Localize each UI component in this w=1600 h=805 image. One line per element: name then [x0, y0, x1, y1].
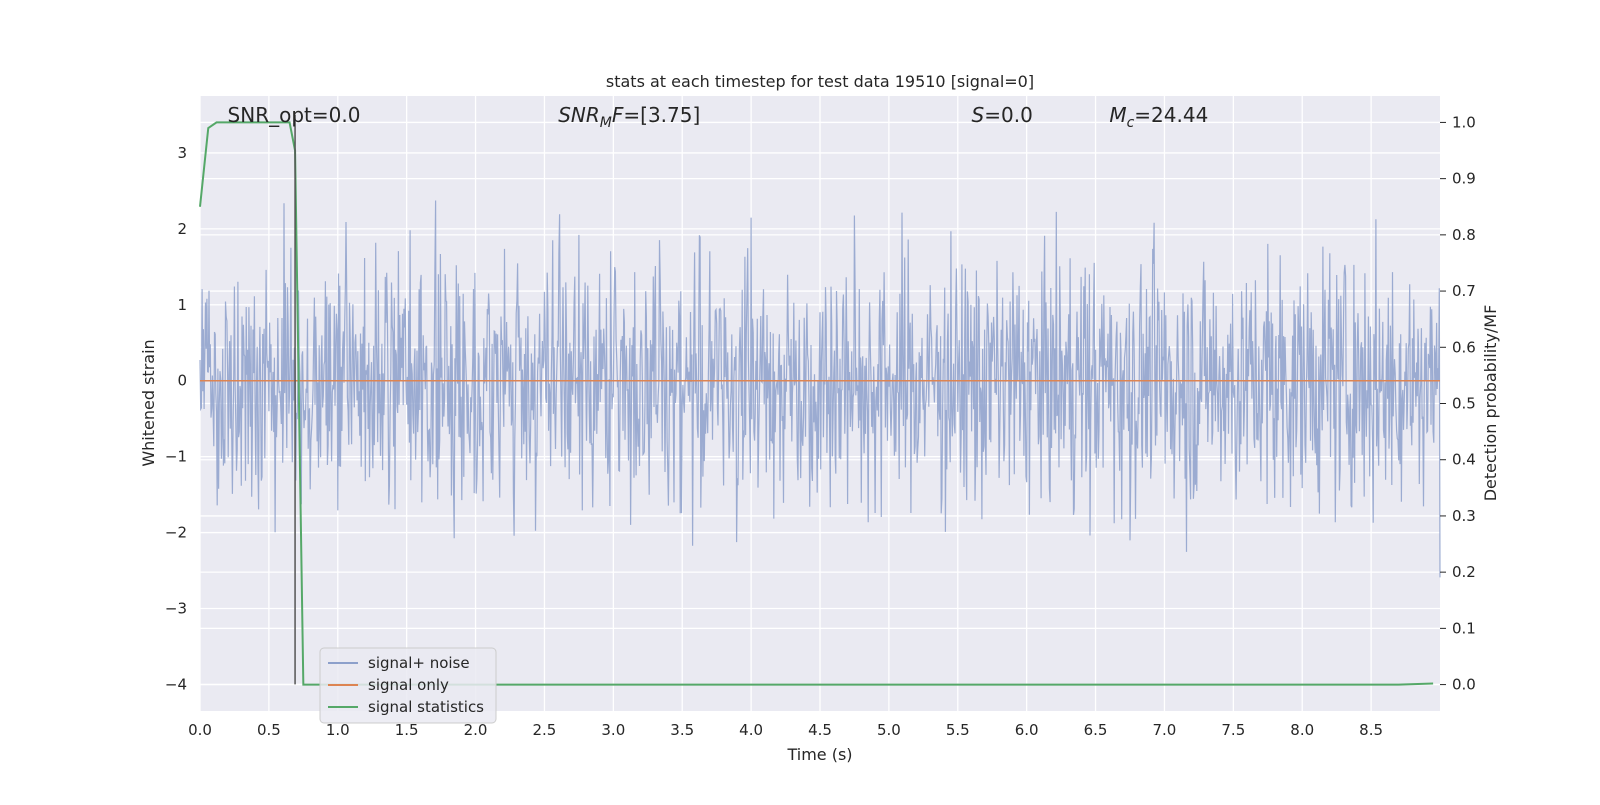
y-tick-label: 2 [177, 220, 187, 238]
y-axis-label: Whitened strain [139, 339, 158, 466]
x-tick-label: 5.5 [946, 721, 970, 739]
x-tick-label: 6.0 [1015, 721, 1039, 739]
y-tick-label: 0 [177, 372, 187, 390]
y2-tick-label: 0.1 [1452, 619, 1476, 637]
x-tick-label: 1.0 [326, 721, 350, 739]
annotation-4: Mc=24.44 [1109, 103, 1208, 131]
y-tick-label: −2 [165, 524, 187, 542]
x-tick-label: 0.0 [188, 721, 212, 739]
y2-tick-label: 0.8 [1452, 226, 1476, 244]
legend-label: signal+ noise [368, 654, 470, 672]
x-axis-label: Time (s) [786, 745, 852, 764]
y2-tick-label: 0.4 [1452, 451, 1476, 469]
series-signal-plus-noise [199, 200, 1441, 578]
y2-tick-label: 0.6 [1452, 338, 1476, 356]
x-tick-label: 2.0 [464, 721, 488, 739]
y2-axis-ticks: 1.0 0.9 0.8 0.7 0.6 0.5 0.4 0.3 0.2 0.1 0.0 [1440, 113, 1476, 694]
x-tick-label: 8.5 [1359, 721, 1383, 739]
x-tick-label: 7.0 [1153, 721, 1177, 739]
y2-tick-label: 0.2 [1452, 563, 1476, 581]
y2-tick-label: 1.0 [1452, 113, 1476, 131]
annotation-1: SNR_opt=0.0 [228, 103, 361, 127]
legend-label: signal only [368, 676, 449, 694]
x-tick-label: 2.5 [533, 721, 557, 739]
x-tick-label: 3.0 [601, 721, 625, 739]
chart-title: stats at each timestep for test data 195… [606, 72, 1034, 91]
legend-label: signal statistics [368, 698, 484, 716]
x-tick-label: 4.5 [808, 721, 832, 739]
x-tick-label: 3.5 [670, 721, 694, 739]
legend-box [319, 647, 497, 724]
series-line-signal-plus-noise [199, 200, 1441, 578]
y2-tick-label: 0.5 [1452, 395, 1476, 413]
y2-tick-label: 0.7 [1452, 282, 1476, 300]
y2-axis-label: Detection probability/MF [1481, 305, 1500, 502]
y-tick-label: 3 [177, 144, 187, 162]
y-tick-label: −1 [165, 448, 187, 466]
y-tick-label: −3 [165, 600, 187, 618]
y-tick-label: −4 [165, 675, 187, 693]
x-tick-label: 1.5 [395, 721, 419, 739]
y2-tick-label: 0.3 [1452, 507, 1476, 525]
x-tick-label: 4.0 [739, 721, 763, 739]
x-tick-label: 7.5 [1221, 721, 1245, 739]
y2-tick-label: 0.0 [1452, 676, 1476, 694]
legend: signal+ noise signal only signal statistic… [319, 647, 497, 724]
x-tick-label: 5.0 [877, 721, 901, 739]
x-tick-label: 6.5 [1084, 721, 1108, 739]
x-axis-ticks: 0.0 0.5 1.0 1.5 2.0 2.5 3.0 3.5 4.0 4.5 5.0 5.5 6.0 6… [188, 721, 1383, 739]
annotation-2: SNRMF=[3.75] [558, 103, 700, 131]
y-axis-ticks: 3 2 1 0 −1 −2 −3 −4 [165, 144, 187, 693]
x-tick-label: 8.0 [1290, 721, 1314, 739]
y2-tick-label: 0.9 [1452, 170, 1476, 188]
y-tick-label: 1 [177, 296, 187, 314]
series-line-signal-statistics [199, 121, 1434, 686]
series-signal-statistics [199, 121, 1434, 686]
annotations: SNR_opt=0.0 SNRMF=[3.75] S=0.0 Mc=24.44 [228, 103, 1209, 131]
annotation-3: S=0.0 [972, 103, 1033, 127]
x-tick-label: 0.5 [257, 721, 281, 739]
